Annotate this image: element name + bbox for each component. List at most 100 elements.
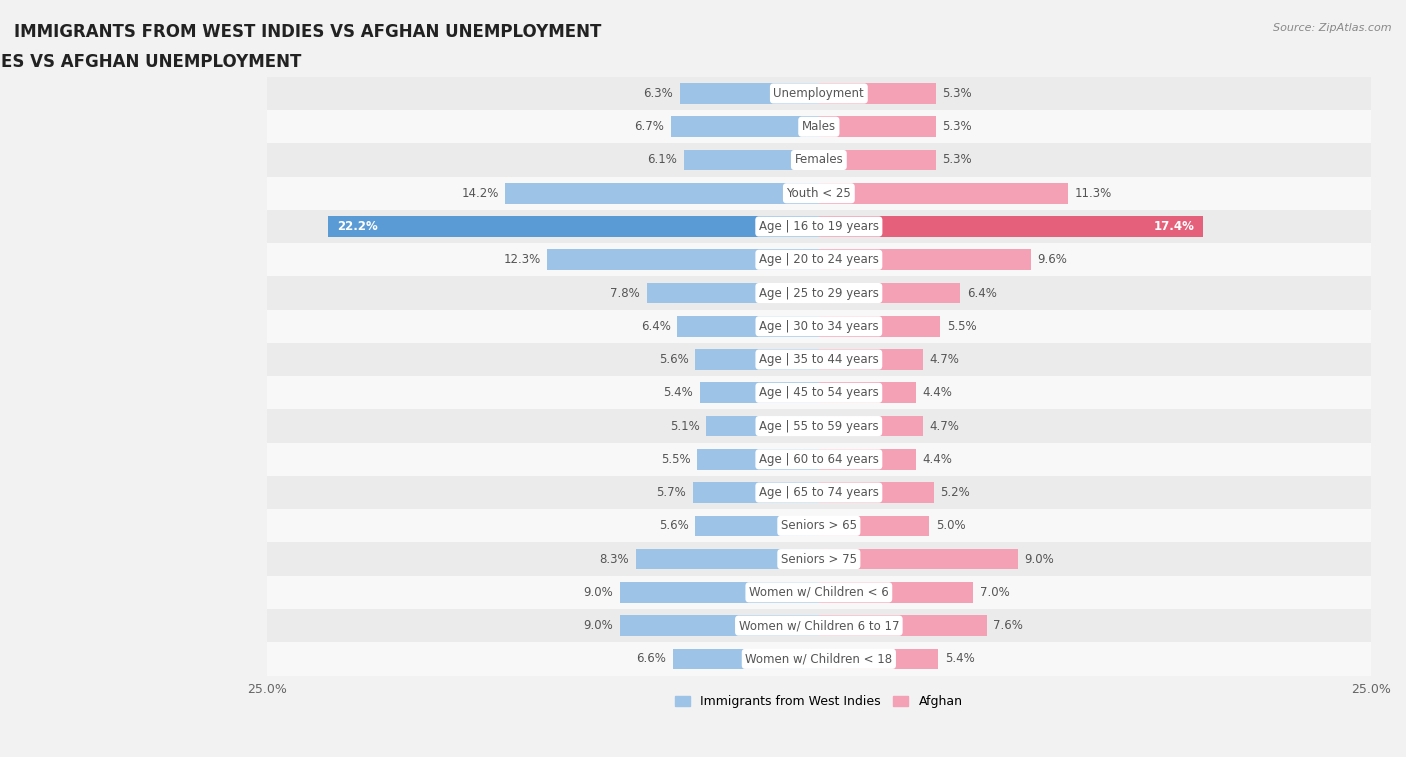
- Bar: [267, 443, 1371, 476]
- Text: Age | 16 to 19 years: Age | 16 to 19 years: [759, 220, 879, 233]
- Text: 22.2%: 22.2%: [337, 220, 378, 233]
- Text: Age | 20 to 24 years: Age | 20 to 24 years: [759, 254, 879, 266]
- Text: 12.3%: 12.3%: [503, 254, 540, 266]
- Bar: [267, 609, 1371, 642]
- Text: Women w/ Children < 18: Women w/ Children < 18: [745, 653, 893, 665]
- Text: 8.3%: 8.3%: [599, 553, 628, 565]
- Bar: [818, 150, 936, 170]
- Text: 5.5%: 5.5%: [661, 453, 690, 466]
- Text: 5.0%: 5.0%: [936, 519, 966, 532]
- Text: 4.7%: 4.7%: [929, 353, 959, 366]
- Bar: [679, 83, 818, 104]
- Text: 9.0%: 9.0%: [583, 586, 613, 599]
- Text: 5.2%: 5.2%: [941, 486, 970, 499]
- Bar: [818, 549, 1018, 569]
- Bar: [267, 77, 1371, 110]
- Bar: [636, 549, 818, 569]
- Bar: [267, 642, 1371, 675]
- Bar: [818, 582, 973, 603]
- Text: 5.6%: 5.6%: [659, 353, 689, 366]
- Bar: [267, 276, 1371, 310]
- Bar: [818, 183, 1069, 204]
- Text: Unemployment: Unemployment: [773, 87, 865, 100]
- Bar: [693, 482, 818, 503]
- Bar: [267, 310, 1371, 343]
- Text: 5.4%: 5.4%: [945, 653, 974, 665]
- Text: 6.4%: 6.4%: [641, 319, 671, 333]
- Text: Females: Females: [794, 154, 844, 167]
- Bar: [267, 110, 1371, 143]
- Bar: [818, 382, 917, 403]
- Text: 5.3%: 5.3%: [942, 154, 972, 167]
- Bar: [818, 615, 987, 636]
- Text: 4.4%: 4.4%: [922, 453, 952, 466]
- Text: 5.3%: 5.3%: [942, 87, 972, 100]
- Bar: [818, 516, 929, 536]
- Bar: [267, 176, 1371, 210]
- Text: 6.6%: 6.6%: [637, 653, 666, 665]
- Bar: [818, 316, 941, 337]
- Text: IMMIGRANTS FROM WEST INDIES VS AFGHAN UNEMPLOYMENT: IMMIGRANTS FROM WEST INDIES VS AFGHAN UN…: [0, 53, 302, 71]
- Text: 7.0%: 7.0%: [980, 586, 1010, 599]
- Text: 9.6%: 9.6%: [1038, 254, 1067, 266]
- Bar: [700, 382, 818, 403]
- Bar: [620, 582, 818, 603]
- Text: Seniors > 65: Seniors > 65: [780, 519, 856, 532]
- Bar: [818, 649, 938, 669]
- Bar: [695, 516, 818, 536]
- Bar: [647, 282, 818, 304]
- Text: 6.4%: 6.4%: [967, 287, 997, 300]
- Text: 5.1%: 5.1%: [669, 419, 700, 432]
- Bar: [505, 183, 818, 204]
- Text: 4.7%: 4.7%: [929, 419, 959, 432]
- Text: Women w/ Children 6 to 17: Women w/ Children 6 to 17: [738, 619, 898, 632]
- Text: Women w/ Children < 6: Women w/ Children < 6: [749, 586, 889, 599]
- Bar: [267, 476, 1371, 509]
- Text: 6.1%: 6.1%: [648, 154, 678, 167]
- Text: 5.7%: 5.7%: [657, 486, 686, 499]
- Text: Age | 60 to 64 years: Age | 60 to 64 years: [759, 453, 879, 466]
- Text: Source: ZipAtlas.com: Source: ZipAtlas.com: [1274, 23, 1392, 33]
- Bar: [678, 316, 818, 337]
- Bar: [673, 649, 818, 669]
- Bar: [547, 250, 818, 270]
- Legend: Immigrants from West Indies, Afghan: Immigrants from West Indies, Afghan: [671, 690, 967, 713]
- Bar: [267, 410, 1371, 443]
- Bar: [695, 349, 818, 370]
- Text: Males: Males: [801, 120, 837, 133]
- Bar: [818, 416, 922, 436]
- Bar: [818, 349, 922, 370]
- Bar: [671, 117, 818, 137]
- Text: 6.7%: 6.7%: [634, 120, 664, 133]
- Text: Age | 30 to 34 years: Age | 30 to 34 years: [759, 319, 879, 333]
- Text: Age | 55 to 59 years: Age | 55 to 59 years: [759, 419, 879, 432]
- Bar: [818, 250, 1031, 270]
- Text: 9.0%: 9.0%: [1025, 553, 1054, 565]
- Bar: [267, 509, 1371, 543]
- Text: 5.4%: 5.4%: [664, 386, 693, 399]
- Bar: [267, 210, 1371, 243]
- Text: 5.5%: 5.5%: [948, 319, 977, 333]
- Text: Age | 35 to 44 years: Age | 35 to 44 years: [759, 353, 879, 366]
- Bar: [267, 243, 1371, 276]
- Bar: [267, 576, 1371, 609]
- Bar: [818, 83, 936, 104]
- Text: 17.4%: 17.4%: [1153, 220, 1194, 233]
- Bar: [329, 217, 818, 237]
- Text: 4.4%: 4.4%: [922, 386, 952, 399]
- Bar: [818, 482, 934, 503]
- Bar: [706, 416, 818, 436]
- Bar: [818, 449, 917, 469]
- Text: Seniors > 75: Seniors > 75: [780, 553, 856, 565]
- Bar: [818, 117, 936, 137]
- Text: 11.3%: 11.3%: [1076, 187, 1112, 200]
- Bar: [697, 449, 818, 469]
- Text: 7.6%: 7.6%: [994, 619, 1024, 632]
- Text: 9.0%: 9.0%: [583, 619, 613, 632]
- Text: 14.2%: 14.2%: [461, 187, 499, 200]
- Text: 6.3%: 6.3%: [644, 87, 673, 100]
- Bar: [267, 343, 1371, 376]
- Text: Age | 65 to 74 years: Age | 65 to 74 years: [759, 486, 879, 499]
- Text: 7.8%: 7.8%: [610, 287, 640, 300]
- Bar: [267, 143, 1371, 176]
